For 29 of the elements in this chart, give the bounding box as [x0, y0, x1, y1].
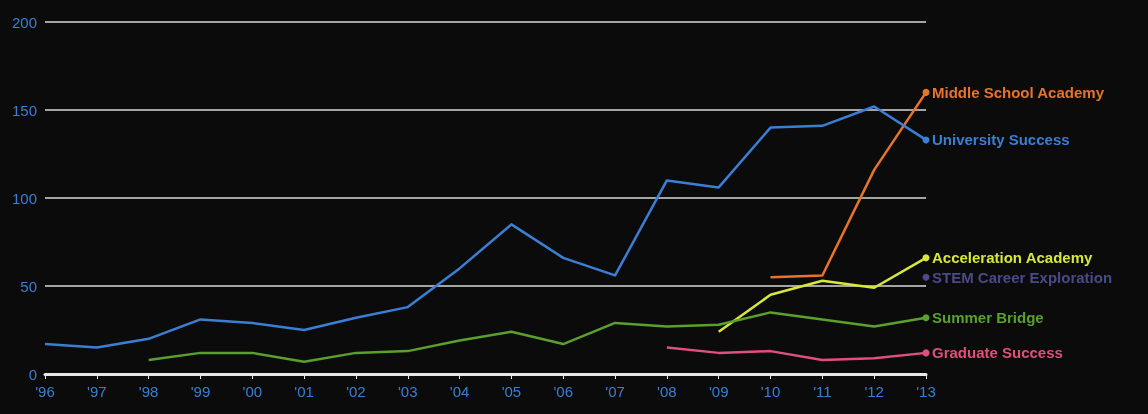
- x-tick-label: '06: [553, 383, 574, 400]
- x-tick-label: '05: [501, 383, 522, 400]
- series-label: University Success: [932, 131, 1070, 149]
- x-tick-label: '13: [916, 383, 936, 400]
- series-label: Acceleration Academy: [932, 249, 1094, 267]
- y-tick-label: 0: [28, 365, 37, 383]
- y-tick-label: 50: [20, 277, 37, 295]
- x-tick-label: '97: [87, 383, 107, 400]
- x-tick-label: '04: [449, 383, 470, 400]
- series-label: Middle School Academy: [932, 83, 1105, 101]
- x-tick-label: '08: [657, 383, 677, 400]
- x-tick-label: '07: [605, 383, 625, 400]
- x-tick-label: '12: [864, 383, 884, 400]
- x-tick-label: '96: [35, 383, 55, 400]
- x-tick-label: '09: [708, 383, 729, 400]
- x-tick-label: '98: [138, 383, 159, 400]
- y-tick-label: 200: [11, 13, 37, 31]
- x-tick-label: '03: [397, 383, 418, 400]
- y-tick-label: 150: [11, 101, 37, 119]
- x-tick-label: '10: [760, 383, 781, 400]
- series-label: Graduate Success: [932, 344, 1063, 362]
- x-tick-label: '02: [346, 383, 366, 400]
- x-tick-label: '00: [242, 383, 263, 400]
- y-tick-label: 100: [11, 189, 37, 207]
- series-label: Summer Bridge: [932, 309, 1044, 327]
- series-label: STEM Career Exploration: [932, 268, 1113, 286]
- x-tick-label: '99: [190, 383, 211, 400]
- x-tick-label: '11: [813, 383, 832, 400]
- x-tick-label: '01: [294, 383, 314, 400]
